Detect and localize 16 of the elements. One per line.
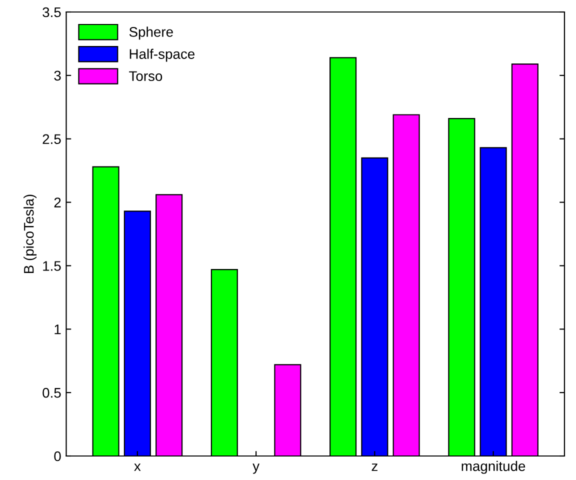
x-tick-label: x bbox=[134, 464, 141, 471]
y-tick-label: 2.5 bbox=[42, 134, 61, 144]
y-tick-label: 1 bbox=[54, 324, 61, 334]
y-tick-label: 0 bbox=[54, 451, 61, 462]
y-axis-title: B (picoTesla) bbox=[24, 194, 37, 273]
x-tick-label: z bbox=[372, 464, 378, 471]
legend-label: Sphere bbox=[129, 26, 173, 40]
y-tick-label: 2 bbox=[54, 198, 61, 208]
y-tick-label: 0.5 bbox=[42, 388, 61, 398]
x-tick-label: y bbox=[252, 464, 260, 474]
legend-label: Torso bbox=[129, 71, 162, 82]
x-tick-label: magnitude bbox=[462, 460, 526, 474]
y-tick-label: 3.5 bbox=[42, 7, 61, 18]
y-tick-label: 3 bbox=[54, 70, 61, 81]
legend-label: Half-space bbox=[130, 48, 195, 62]
y-tick-label: 1.5 bbox=[43, 261, 61, 271]
